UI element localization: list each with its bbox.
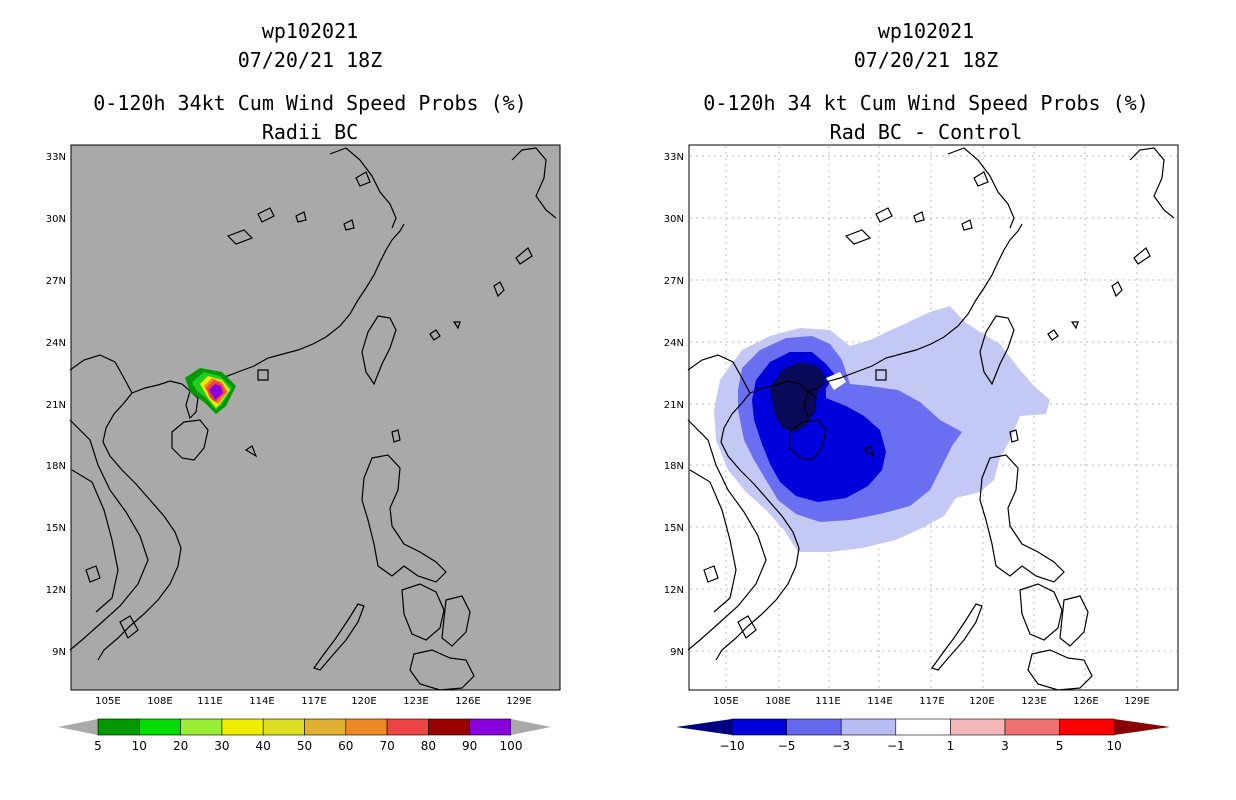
left-colorbar-box xyxy=(97,718,140,736)
right-colorbar-high-arrow xyxy=(1114,719,1170,735)
left-map-title: 0-120h 34kt Cum Wind Speed Probs (%) xyxy=(93,91,527,115)
right-lat-label: 24N xyxy=(664,338,684,349)
left-lat-label: 24N xyxy=(46,338,66,349)
right-datetime: 07/20/21 18Z xyxy=(853,48,999,72)
left-colorbar-box xyxy=(386,718,429,736)
left-lon-label: 120E xyxy=(351,696,376,707)
left-probability-contours xyxy=(185,368,236,414)
right-colorbar-labels: −10 −5 −3 −1 1 3 5 10 xyxy=(719,739,1122,753)
right-colorbar-label: −10 xyxy=(719,739,744,753)
left-lon-label: 129E xyxy=(506,696,531,707)
right-longitude-labels: 105E 108E 111E 114E 117E 120E 123E 126E 129E xyxy=(713,696,1149,707)
left-lat-label: 12N xyxy=(46,585,66,596)
left-lat-label: 18N xyxy=(46,461,66,472)
right-colorbar-box xyxy=(950,718,1006,736)
left-lon-label: 114E xyxy=(249,696,274,707)
right-lat-label: 27N xyxy=(664,276,684,287)
right-colorbar-label: 1 xyxy=(947,739,955,753)
left-colorbar-high-arrow xyxy=(511,719,551,735)
right-colorbar-label: −1 xyxy=(887,739,905,753)
left-colorbar-label: 5 xyxy=(94,739,102,753)
left-colorbar-label: 30 xyxy=(214,739,229,753)
right-colorbar-low-arrow xyxy=(676,719,732,735)
left-lon-label: 108E xyxy=(147,696,172,707)
left-colorbar-box xyxy=(139,718,181,736)
left-colorbar-labels: 5 10 20 30 40 50 60 70 80 90 100 xyxy=(94,739,522,753)
right-colorbar-box xyxy=(786,718,842,736)
right-latitude-labels: 33N 30N 27N 24N 21N 18N 15N 12N 9N xyxy=(664,152,684,658)
left-datetime: 07/20/21 18Z xyxy=(237,48,383,72)
right-lon-label: 129E xyxy=(1124,696,1149,707)
left-lon-label: 117E xyxy=(301,696,326,707)
right-colorbar-label: −3 xyxy=(832,739,850,753)
right-colorbar-box xyxy=(731,718,787,736)
right-lat-label: 9N xyxy=(670,647,684,658)
left-colorbar-label: 90 xyxy=(462,739,477,753)
left-lon-label: 105E xyxy=(95,696,120,707)
left-colorbar-label: 50 xyxy=(297,739,312,753)
left-colorbar-box xyxy=(428,718,470,736)
left-lon-label: 126E xyxy=(455,696,480,707)
right-colorbar-label: 5 xyxy=(1056,739,1064,753)
right-lat-label: 21N xyxy=(664,400,684,411)
right-lon-label: 108E xyxy=(765,696,790,707)
left-lon-label: 123E xyxy=(403,696,428,707)
right-lon-label: 123E xyxy=(1021,696,1046,707)
right-colorbar: −10 −5 −3 −1 1 3 5 10 xyxy=(676,718,1170,753)
right-map-title: 0-120h 34 kt Cum Wind Speed Probs (%) xyxy=(703,91,1149,115)
left-lat-label: 21N xyxy=(46,400,66,411)
left-colorbar-label: 20 xyxy=(173,739,188,753)
left-colorbar-low-arrow xyxy=(58,719,98,735)
left-colorbar-box xyxy=(221,718,264,736)
left-colorbar-label: 70 xyxy=(379,739,394,753)
right-colorbar-label: −5 xyxy=(778,739,796,753)
left-colorbar-label: 60 xyxy=(338,739,353,753)
left-colorbar-box xyxy=(262,718,305,736)
left-longitude-labels: 105E 108E 111E 114E 117E 120E 123E 126E 129E xyxy=(95,696,531,707)
left-colorbar-box xyxy=(469,718,512,736)
right-lon-label: 105E xyxy=(713,696,738,707)
left-lat-label: 9N xyxy=(52,647,66,658)
right-colorbar-boxes xyxy=(731,718,1115,736)
left-lat-label: 30N xyxy=(46,214,66,225)
left-map-subtitle: Radii BC xyxy=(261,120,359,144)
right-colorbar-box xyxy=(1004,718,1060,736)
right-lon-label: 111E xyxy=(815,696,840,707)
right-lon-label: 120E xyxy=(969,696,994,707)
left-colorbar-label: 80 xyxy=(421,739,436,753)
right-colorbar-box xyxy=(1059,718,1115,736)
left-colorbar-box xyxy=(304,718,347,736)
left-colorbar-label: 40 xyxy=(256,739,271,753)
left-lat-label: 27N xyxy=(46,276,66,287)
right-lat-label: 30N xyxy=(664,214,684,225)
left-storm-id: wp102021 xyxy=(261,19,359,43)
right-colorbar-label: 10 xyxy=(1107,739,1122,753)
right-map-subtitle: Rad BC - Control xyxy=(829,120,1023,144)
left-latitude-labels: 33N 30N 27N 24N 21N 18N 15N 12N 9N xyxy=(46,152,66,658)
right-lat-label: 33N xyxy=(664,152,684,163)
right-lon-label: 117E xyxy=(919,696,944,707)
left-colorbar-boxes xyxy=(97,718,512,736)
right-storm-id: wp102021 xyxy=(877,19,975,43)
right-lon-label: 114E xyxy=(867,696,892,707)
right-lat-label: 18N xyxy=(664,461,684,472)
left-colorbar-label: 10 xyxy=(132,739,147,753)
left-colorbar-box xyxy=(345,718,388,736)
left-colorbar-box xyxy=(180,718,223,736)
left-lat-label: 15N xyxy=(46,523,66,534)
left-colorbar-label: 100 xyxy=(500,739,523,753)
right-lat-label: 15N xyxy=(664,523,684,534)
right-colorbar-label: 3 xyxy=(1001,739,1009,753)
right-colorbar-box xyxy=(840,718,897,736)
left-lat-label: 33N xyxy=(46,152,66,163)
right-lon-label: 126E xyxy=(1073,696,1098,707)
left-colorbar: 5 10 20 30 40 50 60 70 80 90 100 xyxy=(58,718,551,753)
left-lon-label: 111E xyxy=(197,696,222,707)
right-lat-label: 12N xyxy=(664,585,684,596)
right-colorbar-box xyxy=(895,718,951,736)
